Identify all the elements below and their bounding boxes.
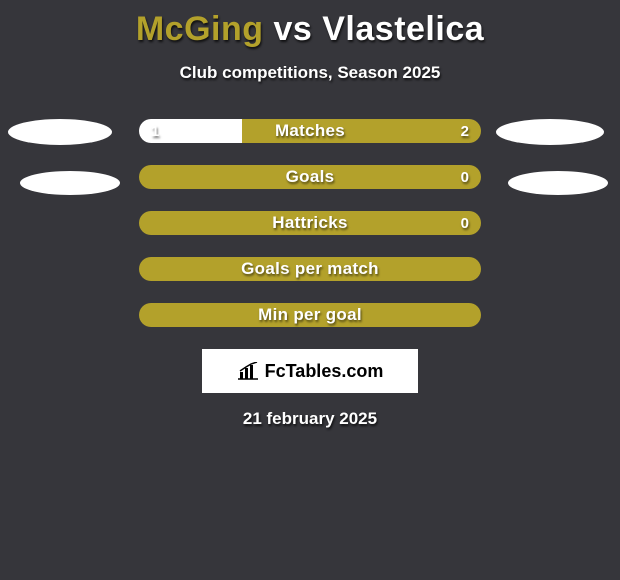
stat-value-right: 2 bbox=[461, 119, 469, 143]
stat-value-left: 1 bbox=[151, 119, 159, 143]
comparison-chart: Matches12Goals0Hattricks0Goals per match… bbox=[0, 119, 620, 327]
stat-row: Goals0 bbox=[139, 165, 481, 189]
stat-value-right: 0 bbox=[461, 165, 469, 189]
stat-row: Goals per match bbox=[139, 257, 481, 281]
title-right: Vlastelica bbox=[322, 10, 484, 48]
stat-label: Goals per match bbox=[139, 257, 481, 281]
bar-chart-icon bbox=[237, 362, 259, 380]
stat-row: Hattricks0 bbox=[139, 211, 481, 235]
stat-label: Min per goal bbox=[139, 303, 481, 327]
title-mid: vs bbox=[264, 10, 323, 48]
page-title: McGing vs Vlastelica bbox=[0, 0, 620, 49]
bar-rows-container: Matches12Goals0Hattricks0Goals per match… bbox=[139, 119, 481, 327]
stat-label: Goals bbox=[139, 165, 481, 189]
stat-label: Hattricks bbox=[139, 211, 481, 235]
stat-row: Matches1 2 bbox=[139, 119, 481, 143]
logo-text: FcTables.com bbox=[265, 361, 384, 382]
decorative-ellipse bbox=[508, 171, 608, 195]
fctables-logo: FcTables.com bbox=[202, 349, 418, 393]
decorative-ellipse bbox=[20, 171, 120, 195]
stat-row: Min per goal bbox=[139, 303, 481, 327]
title-left: McGing bbox=[136, 10, 264, 48]
footer-date: 21 february 2025 bbox=[0, 409, 620, 429]
decorative-ellipse bbox=[496, 119, 604, 145]
stat-label: Matches bbox=[139, 119, 481, 143]
decorative-ellipse bbox=[8, 119, 112, 145]
subtitle: Club competitions, Season 2025 bbox=[0, 63, 620, 83]
stat-value-right: 0 bbox=[461, 211, 469, 235]
